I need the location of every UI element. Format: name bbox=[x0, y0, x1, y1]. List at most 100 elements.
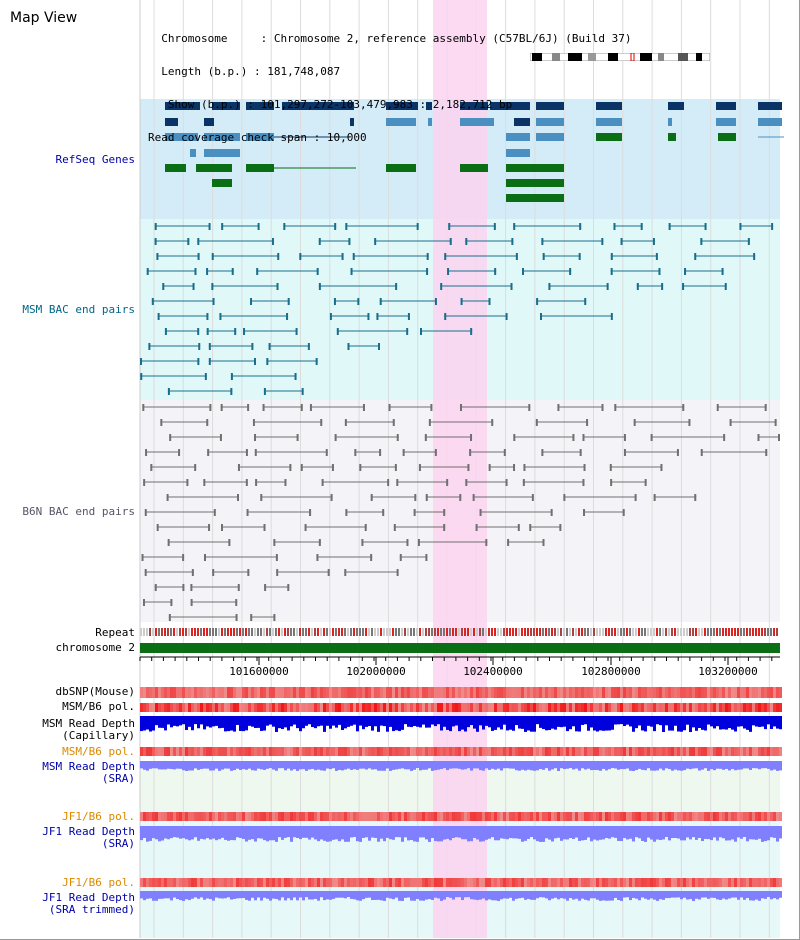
depth-bar bbox=[764, 891, 767, 899]
dbsnp-label[interactable]: dbSNP(Mouse) bbox=[55, 685, 135, 698]
heat-cell bbox=[458, 747, 461, 756]
refseq-genes-label[interactable]: RefSeq Genes bbox=[55, 153, 135, 166]
repeat-label[interactable]: Repeat bbox=[95, 626, 135, 639]
heat-cell bbox=[236, 747, 239, 756]
depth-bar bbox=[530, 761, 533, 771]
depth-bar bbox=[476, 891, 479, 901]
heat-cell bbox=[563, 812, 566, 821]
jf1-read-depth-trimmed-label[interactable]: JF1 Read Depth (SRA trimmed) bbox=[42, 891, 135, 916]
heat-cell bbox=[476, 703, 479, 712]
depth-bar bbox=[377, 891, 380, 900]
depth-bar bbox=[524, 826, 527, 841]
bac-end bbox=[198, 343, 201, 350]
heat-cell bbox=[662, 812, 665, 821]
depth-bar bbox=[176, 761, 179, 769]
chromosome-ideogram[interactable] bbox=[530, 53, 710, 61]
msm-read-depth-capillary-label[interactable]: MSM Read Depth (Capillary) bbox=[42, 717, 135, 742]
heat-cell bbox=[656, 747, 659, 756]
depth-bar bbox=[581, 716, 584, 725]
bac-end bbox=[245, 449, 248, 456]
depth-bar bbox=[530, 826, 533, 838]
bac-end bbox=[164, 328, 167, 335]
depth-bar bbox=[368, 891, 371, 898]
bac-end bbox=[307, 343, 310, 350]
depth-bar bbox=[419, 891, 422, 901]
heat-cell bbox=[260, 878, 263, 887]
msm-read-depth-sra-label[interactable]: MSM Read Depth (SRA) bbox=[42, 760, 135, 785]
heat-cell bbox=[230, 747, 233, 756]
heat-cell bbox=[443, 878, 446, 887]
heat-cell bbox=[257, 878, 260, 887]
heat-cell bbox=[566, 812, 569, 821]
heat-cell bbox=[473, 747, 476, 756]
heat-cell bbox=[527, 703, 530, 712]
depth-bar bbox=[380, 891, 383, 901]
bac-end bbox=[257, 223, 260, 230]
heat-cell bbox=[710, 878, 713, 887]
bac-end bbox=[459, 494, 462, 501]
heat-cell bbox=[248, 703, 251, 712]
depth-bar bbox=[647, 891, 650, 900]
bac-end bbox=[309, 404, 312, 411]
heat-cell bbox=[521, 687, 524, 698]
heat-cell bbox=[284, 703, 287, 712]
repeat-element bbox=[662, 628, 664, 636]
depth-bar bbox=[392, 891, 395, 900]
depth-bar bbox=[674, 826, 677, 838]
depth-bar bbox=[260, 826, 263, 839]
depth-bar bbox=[656, 891, 659, 901]
depth-bar bbox=[698, 716, 701, 729]
heat-cell bbox=[302, 703, 305, 712]
depth-bar bbox=[668, 761, 671, 770]
heat-cell bbox=[608, 703, 611, 712]
bac-end bbox=[146, 268, 149, 275]
bac-end bbox=[221, 524, 224, 531]
heat-cell bbox=[728, 687, 731, 698]
heat-cell bbox=[518, 703, 521, 712]
heat-cell bbox=[548, 747, 551, 756]
heat-cell bbox=[410, 878, 413, 887]
repeat-element bbox=[578, 628, 580, 636]
heat-cell bbox=[335, 747, 338, 756]
jf1-read-depth-sra-label[interactable]: JF1 Read Depth (SRA) bbox=[42, 825, 135, 850]
repeat-element bbox=[737, 628, 739, 636]
chromosome-label[interactable]: chromosome 2 bbox=[55, 641, 135, 654]
heat-cell bbox=[668, 747, 671, 756]
b6n-bac-label[interactable]: B6N BAC end pairs bbox=[22, 505, 135, 518]
bac-end bbox=[331, 464, 334, 471]
heat-cell bbox=[299, 878, 302, 887]
heat-cell bbox=[143, 812, 146, 821]
bac-end bbox=[245, 479, 248, 486]
bac-end bbox=[622, 509, 625, 516]
heat-cell bbox=[662, 703, 665, 712]
ideogram-band bbox=[552, 53, 560, 61]
repeat-element bbox=[179, 628, 181, 636]
heat-cell bbox=[257, 812, 260, 821]
jf1-b6-pol-trimmed-label[interactable]: JF1/B6 pol. bbox=[62, 876, 135, 889]
bac-end bbox=[156, 253, 159, 260]
heat-cell bbox=[599, 812, 602, 821]
bac-end bbox=[336, 328, 339, 335]
heat-cell bbox=[578, 687, 581, 698]
heat-cell bbox=[176, 747, 179, 756]
depth-bar bbox=[413, 716, 416, 727]
heat-cell bbox=[488, 687, 491, 698]
heat-cell bbox=[344, 812, 347, 821]
msm-b6-pol-sra-label[interactable]: MSM/B6 pol. bbox=[62, 745, 135, 758]
gene-exon bbox=[716, 102, 736, 110]
heat-cell bbox=[650, 812, 653, 821]
heat-cell bbox=[356, 747, 359, 756]
heat-cell bbox=[425, 812, 428, 821]
heat-cell bbox=[386, 747, 389, 756]
heat-cell bbox=[245, 747, 248, 756]
repeat-element bbox=[719, 628, 721, 636]
depth-bar bbox=[551, 716, 554, 729]
heat-cell bbox=[179, 878, 182, 887]
msm-bac-label[interactable]: MSM BAC end pairs bbox=[22, 303, 135, 316]
depth-bar bbox=[494, 891, 497, 901]
heat-cell bbox=[260, 703, 263, 712]
jf1-b6-pol-label[interactable]: JF1/B6 pol. bbox=[62, 810, 135, 823]
heat-cell bbox=[287, 878, 290, 887]
msm-b6-pol-label[interactable]: MSM/B6 pol. bbox=[62, 700, 135, 713]
